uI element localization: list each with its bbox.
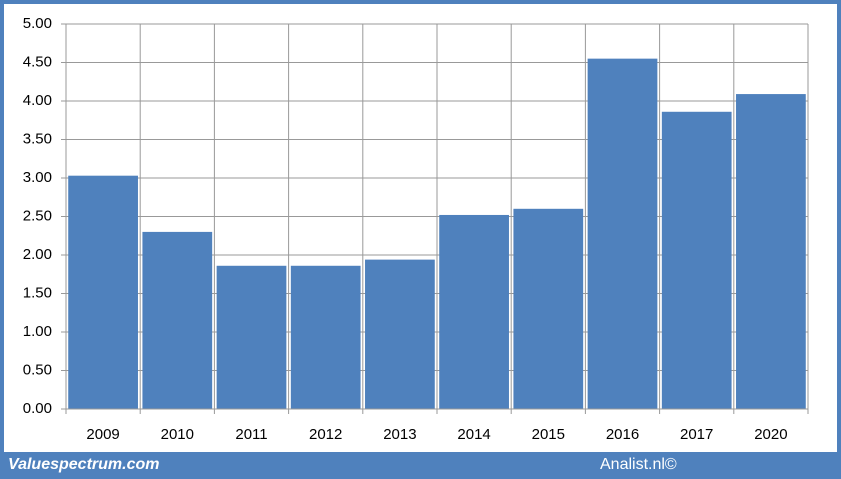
y-tick-label: 0.50: [23, 361, 52, 378]
y-tick-label: 2.00: [23, 246, 52, 263]
bar: [439, 214, 509, 409]
x-tick-label: 2012: [309, 426, 342, 443]
x-tick-label: 2016: [606, 426, 639, 443]
bar: [142, 231, 213, 409]
x-tick-label: 2017: [680, 426, 713, 443]
x-tick-label: 2020: [754, 426, 787, 443]
y-tick-label: 4.00: [23, 92, 52, 109]
bar: [587, 58, 658, 410]
bar: [290, 265, 361, 409]
bar: [736, 94, 806, 409]
x-tick-label: 2011: [235, 426, 267, 443]
bar: [68, 175, 138, 409]
y-tick-label: 1.50: [23, 284, 52, 301]
footer-left: Valuespectrum.com: [8, 456, 159, 473]
x-tick-label: 2013: [383, 426, 416, 443]
bar: [216, 265, 287, 409]
bar: [661, 111, 732, 409]
y-tick-label: 2.50: [23, 207, 52, 224]
y-tick-label: 3.50: [23, 130, 52, 147]
y-tick-label: 4.50: [23, 53, 52, 70]
bar: [513, 208, 584, 409]
x-tick-label: 2015: [532, 426, 565, 443]
y-tick-label: 0.00: [23, 400, 52, 417]
y-tick-label: 5.00: [23, 15, 52, 32]
bar: [365, 259, 435, 409]
y-tick-label: 3.00: [23, 169, 52, 186]
x-tick-label: 2014: [457, 426, 490, 443]
footer-band: [0, 452, 841, 479]
x-tick-label: 2009: [86, 426, 119, 443]
y-tick-label: 1.00: [23, 323, 52, 340]
footer-right: Analist.nl©: [600, 456, 677, 473]
x-tick-label: 2010: [161, 426, 194, 443]
